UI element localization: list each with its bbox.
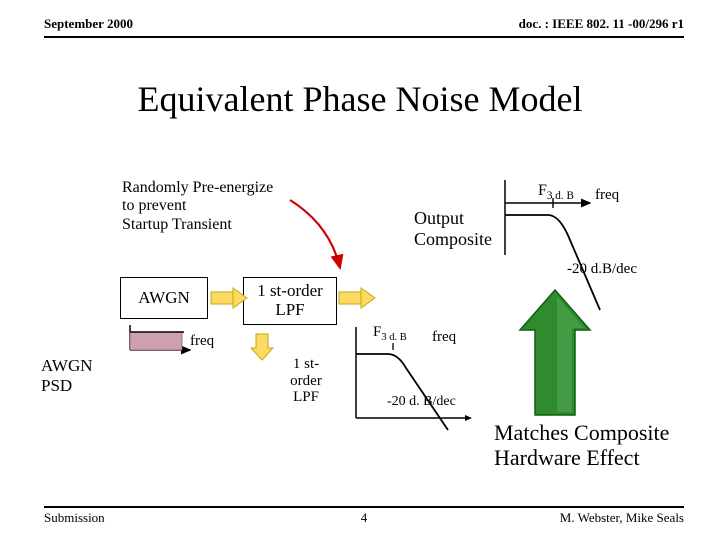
awgn-box: AWGN — [120, 277, 208, 319]
header-date: September 2000 — [44, 16, 133, 32]
output-composite-label: Output Composite — [414, 208, 492, 249]
lpf-box-1: 1 st-order LPF — [243, 277, 337, 325]
freq-label-top: freq — [595, 187, 619, 204]
yellow-arrow-1 — [211, 288, 247, 308]
conclusion-line: Hardware Effect — [494, 445, 669, 470]
awgn-psd-label: AWGN PSD — [41, 356, 93, 395]
freq-label-mid: freq — [432, 329, 456, 346]
label-line: Output — [414, 208, 492, 229]
freq-label-awgn: freq — [190, 333, 214, 350]
header-doc: doc. : IEEE 802. 11 -00/296 r1 — [519, 16, 684, 32]
note-line: Randomly Pre-energize — [122, 179, 273, 197]
slide-footer: Submission 4 M. Webster, Mike Seals — [44, 506, 684, 526]
note-line: Startup Transient — [122, 216, 273, 234]
conclusion-line: Matches Composite — [494, 420, 669, 445]
footer-left: Submission — [44, 510, 105, 526]
red-arrow-icon — [290, 200, 340, 268]
lpf-box-inner: 1 st-order LPF — [257, 282, 323, 319]
f3db-label-2: F3 d. B — [373, 324, 407, 343]
preenergize-note: Randomly Pre-energize to prevent Startup… — [122, 179, 273, 234]
yellow-arrow-2 — [339, 288, 375, 308]
conclusion-text: Matches Composite Hardware Effect — [494, 420, 669, 471]
lpf2-line: 1 st- — [290, 356, 322, 373]
yellow-arrow-3 — [251, 334, 273, 360]
footer-page: 4 — [361, 510, 368, 526]
slope-label-2: -20 d. B/dec — [387, 394, 456, 410]
lpf-box-2: 1 st- order LPF — [275, 350, 337, 412]
page-title: Equivalent Phase Noise Model — [0, 78, 720, 120]
f3db-label-1: F3 d. B — [538, 182, 574, 202]
label-line: Composite — [414, 229, 492, 250]
psd-line: AWGN — [41, 356, 93, 376]
awgn-text: AWGN — [138, 289, 190, 308]
footer-right: M. Webster, Mike Seals — [560, 510, 684, 526]
slide-header: September 2000 doc. : IEEE 802. 11 -00/2… — [44, 16, 684, 38]
awgn-psd-plot — [130, 325, 190, 350]
slope-label-1: -20 d.B/dec — [567, 261, 637, 278]
lpf-line: LPF — [257, 301, 323, 320]
lpf2-line: order — [290, 373, 322, 390]
lpf2-inner: 1 st- order LPF — [290, 356, 322, 406]
note-line: to prevent — [122, 197, 273, 215]
psd-line: PSD — [41, 376, 93, 396]
lpf-line: 1 st-order — [257, 282, 323, 301]
lpf2-line: LPF — [290, 389, 322, 406]
green-up-arrow-icon — [520, 290, 590, 415]
